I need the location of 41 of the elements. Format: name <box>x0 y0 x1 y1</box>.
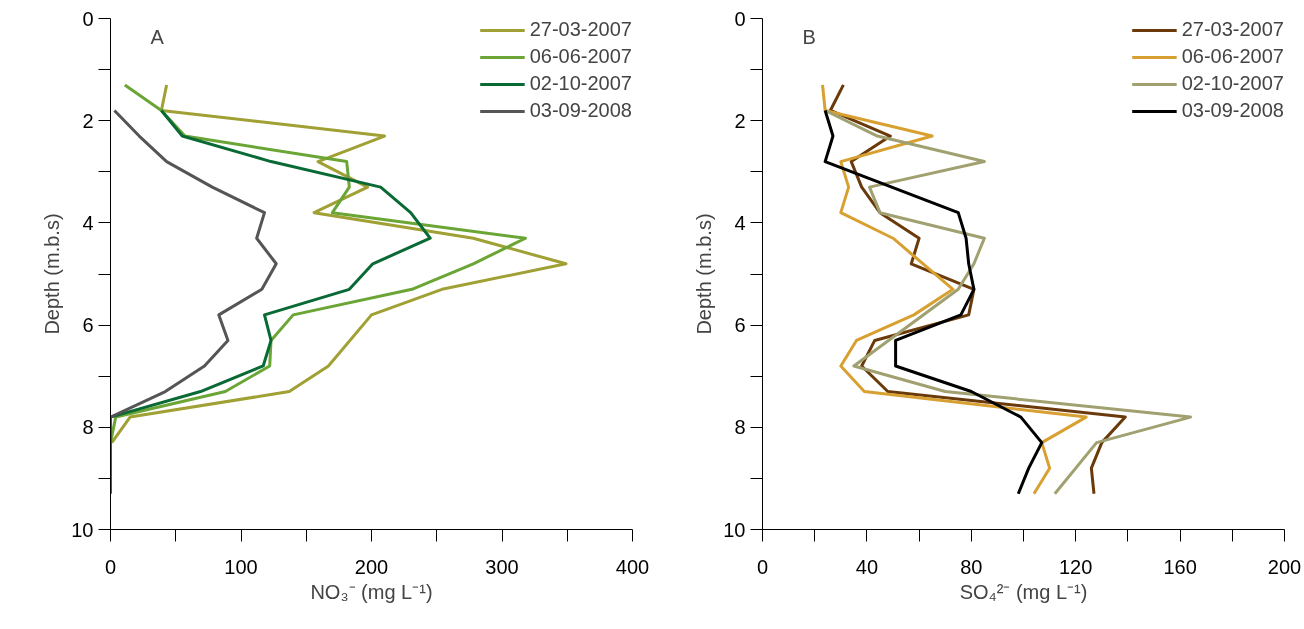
legend-label: 27-03-2007 <box>1181 18 1284 41</box>
y-tick-label: 0 <box>734 7 746 30</box>
x-axis-title: SO₄²⁻ (mg L⁻¹) <box>959 580 1088 603</box>
y-axis-title: Depth (m.b.s) <box>41 213 64 335</box>
y-tick-label: 0 <box>82 7 94 30</box>
y-tick-label: 2 <box>82 109 94 132</box>
line-series <box>821 83 1088 496</box>
x-tick-label: 200 <box>354 555 389 578</box>
line-series <box>110 108 432 419</box>
x-tick-label: 80 <box>960 555 983 578</box>
y-tick-label: 4 <box>734 211 746 234</box>
x-tick-label: 300 <box>485 555 519 578</box>
y-tick-label: 8 <box>82 416 94 439</box>
legend-label: 27-03-2007 <box>529 18 632 41</box>
annotation: B <box>802 26 816 49</box>
y-tick-label: 6 <box>82 314 94 337</box>
legend-label: 02-10-2007 <box>1181 72 1284 95</box>
x-tick-label: 40 <box>855 555 879 578</box>
y-tick-label: 6 <box>734 314 746 337</box>
x-tick-label: 0 <box>756 555 769 578</box>
y-tick-label: 2 <box>734 109 746 132</box>
x-tick-label: 400 <box>615 555 650 578</box>
x-axis-title: NO₃⁻ (mg L⁻¹) <box>310 580 433 603</box>
line-series <box>823 108 1044 496</box>
y-axis-title: Depth (m.b.s) <box>693 213 716 335</box>
y-tick-label: 4 <box>82 211 94 234</box>
legend-label: 03-09-2008 <box>529 99 632 122</box>
x-tick-label: 0 <box>104 555 117 578</box>
y-tick-label: 10 <box>723 518 746 541</box>
x-tick-label: 120 <box>1059 555 1093 578</box>
legend-label: 06-06-2007 <box>1181 45 1284 68</box>
y-tick-label: 10 <box>71 518 94 541</box>
legend-label: 06-06-2007 <box>529 45 632 68</box>
line-series <box>110 108 278 496</box>
legend-label: 03-09-2008 <box>1181 99 1284 122</box>
legend-label: 02-10-2007 <box>529 72 632 95</box>
annotation: A <box>150 26 165 49</box>
y-tick-label: 8 <box>734 416 746 439</box>
x-tick-label: 200 <box>1267 555 1302 578</box>
x-tick-label: 160 <box>1163 555 1197 578</box>
x-tick-label: 100 <box>224 555 258 578</box>
